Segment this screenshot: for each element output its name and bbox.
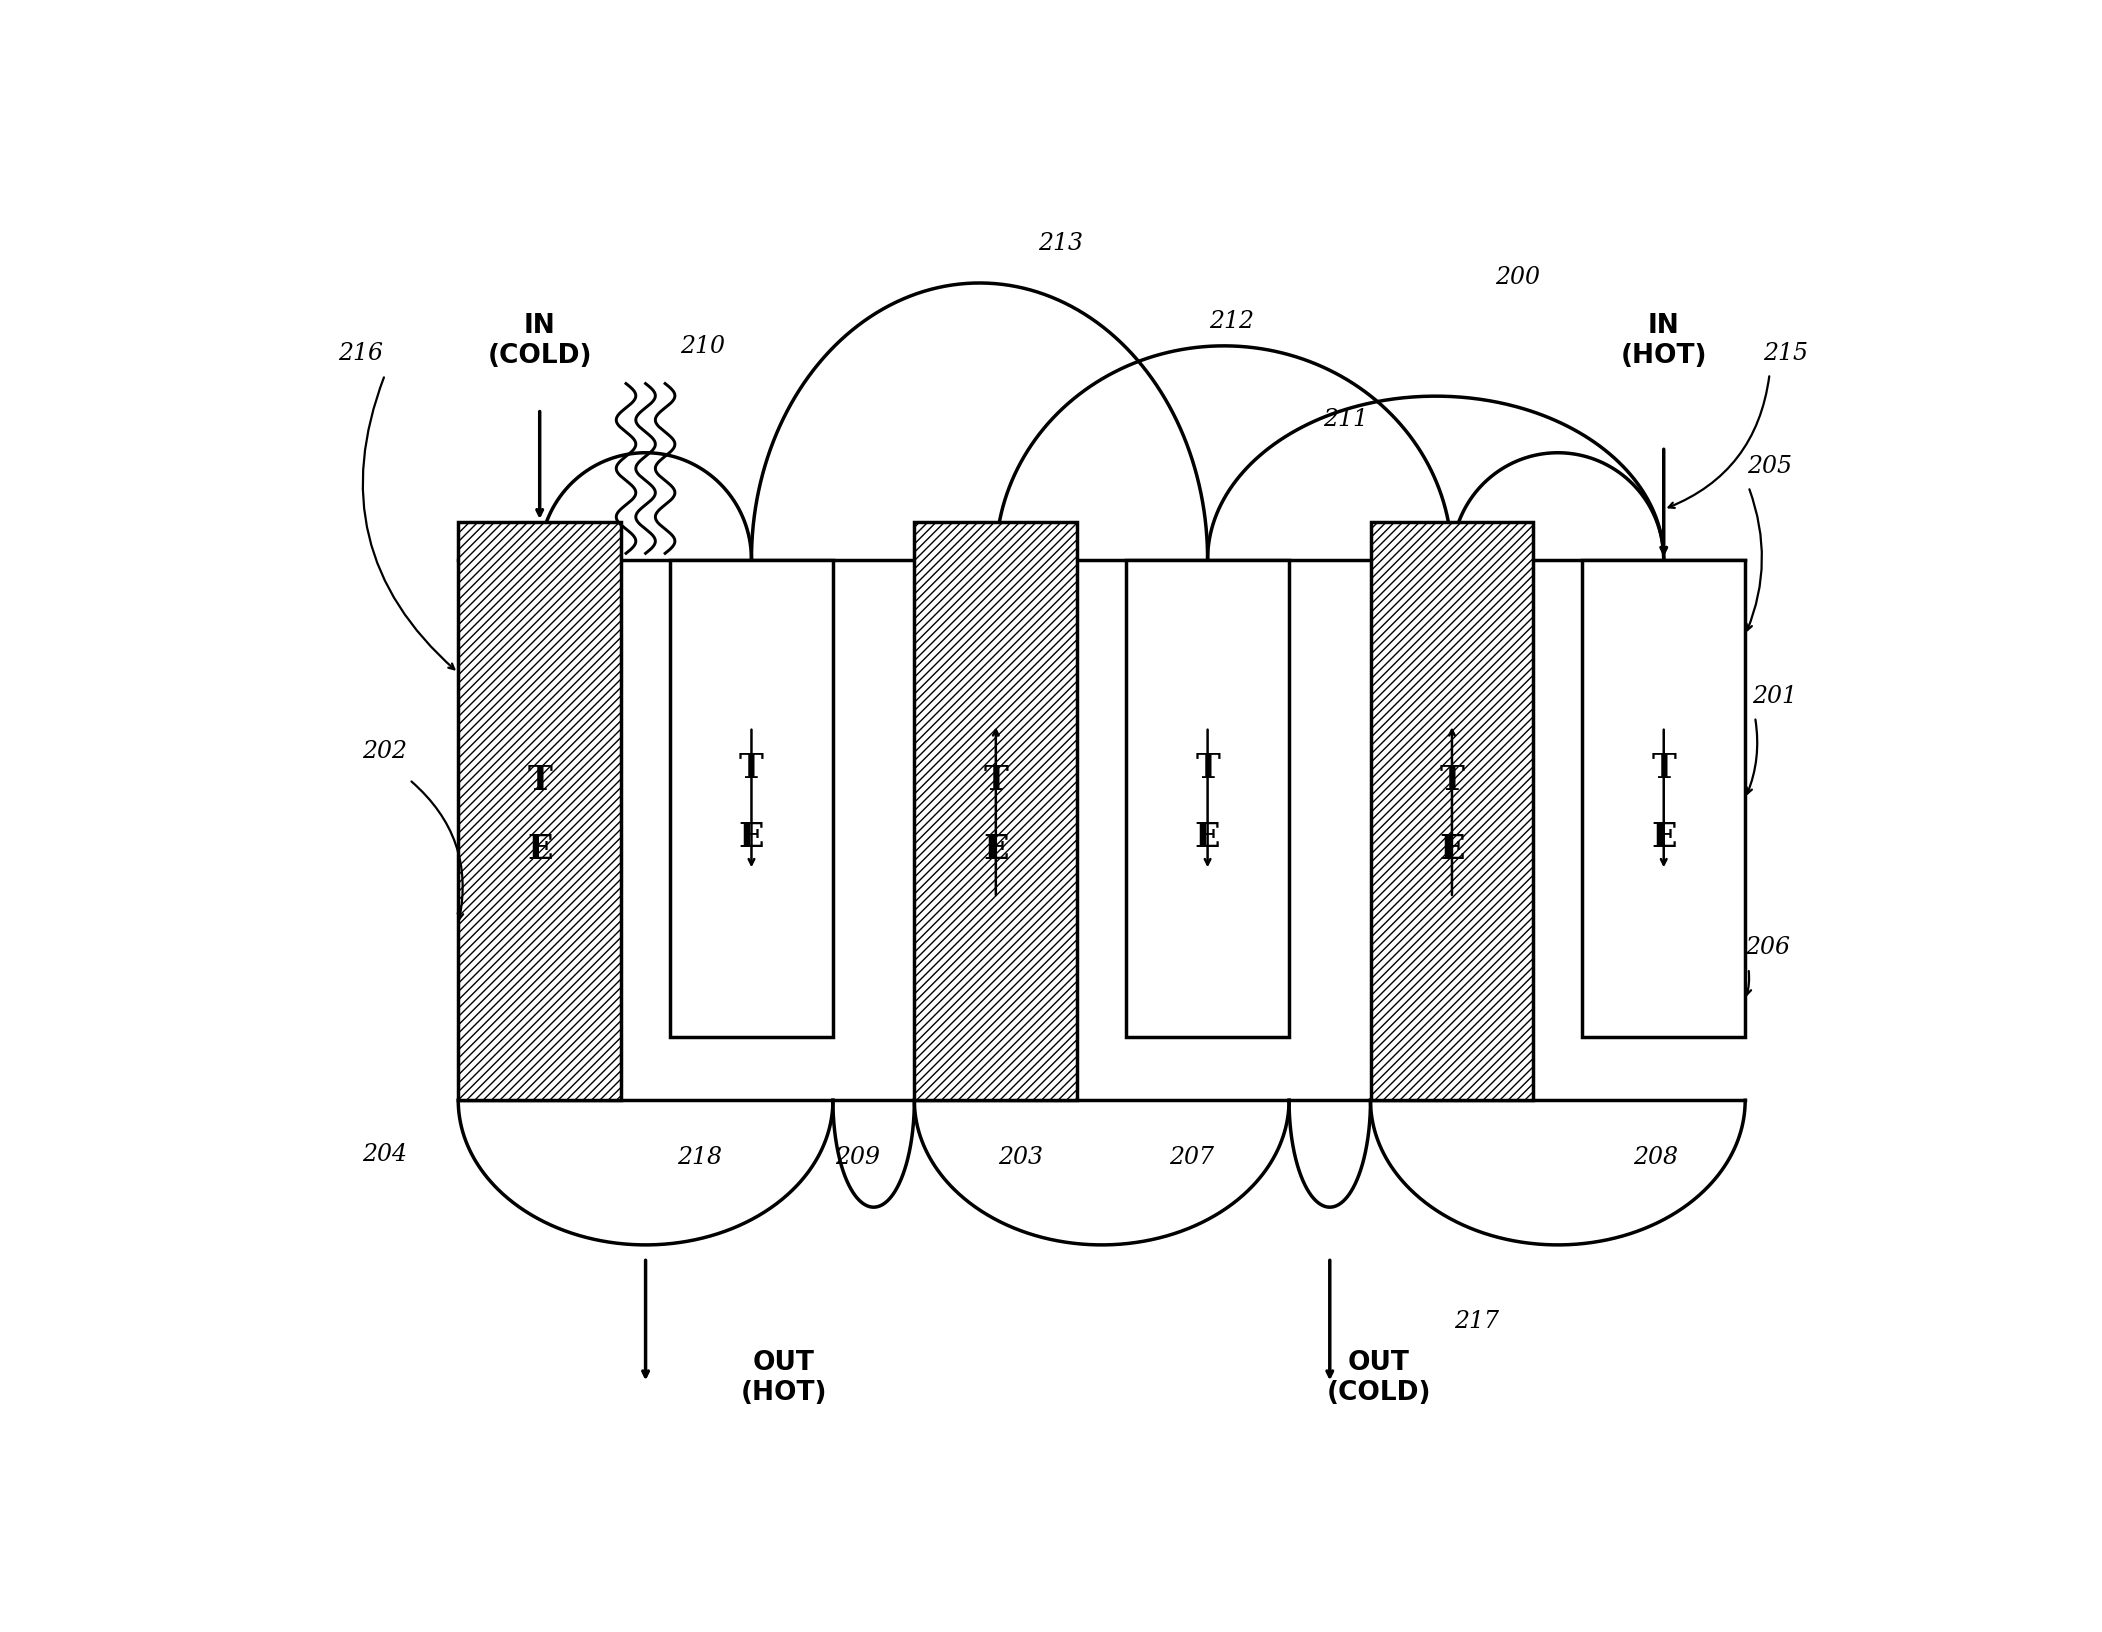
Text: 213: 213 — [1038, 232, 1083, 255]
Text: 202: 202 — [362, 739, 408, 762]
Text: 212: 212 — [1209, 310, 1255, 333]
Bar — [458, 522, 622, 1100]
Text: 200: 200 — [1495, 266, 1539, 289]
Text: E: E — [984, 832, 1009, 867]
Text: 201: 201 — [1751, 684, 1797, 708]
Text: T: T — [740, 751, 763, 783]
Text: T: T — [528, 764, 553, 796]
Text: IN
(HOT): IN (HOT) — [1621, 312, 1707, 369]
Text: 208: 208 — [1633, 1146, 1677, 1169]
Text: 209: 209 — [834, 1146, 881, 1169]
Text: 205: 205 — [1747, 455, 1793, 478]
Text: OUT
(HOT): OUT (HOT) — [740, 1350, 828, 1405]
Text: 206: 206 — [1745, 935, 1791, 960]
Text: OUT
(COLD): OUT (COLD) — [1326, 1350, 1431, 1405]
Text: T: T — [1440, 764, 1465, 796]
Text: 203: 203 — [998, 1146, 1043, 1169]
Bar — [1371, 522, 1534, 1100]
Text: 218: 218 — [677, 1146, 721, 1169]
Bar — [914, 522, 1078, 1100]
Text: E: E — [1194, 821, 1221, 854]
Text: 215: 215 — [1764, 341, 1808, 364]
Text: T: T — [984, 764, 1009, 796]
Text: E: E — [738, 821, 765, 854]
Text: E: E — [1650, 821, 1677, 854]
Bar — [671, 560, 832, 1038]
Bar — [1583, 560, 1745, 1038]
Text: 211: 211 — [1324, 408, 1368, 431]
Text: 207: 207 — [1169, 1146, 1213, 1169]
Text: IN
(COLD): IN (COLD) — [488, 312, 593, 369]
Bar — [1127, 560, 1289, 1038]
Text: T: T — [1652, 751, 1675, 783]
Text: 204: 204 — [362, 1142, 408, 1165]
Text: 210: 210 — [681, 335, 725, 357]
Text: E: E — [1440, 832, 1465, 867]
Text: T: T — [1196, 751, 1219, 783]
Text: E: E — [528, 832, 553, 867]
Text: 217: 217 — [1455, 1309, 1499, 1332]
Text: 216: 216 — [338, 341, 383, 364]
